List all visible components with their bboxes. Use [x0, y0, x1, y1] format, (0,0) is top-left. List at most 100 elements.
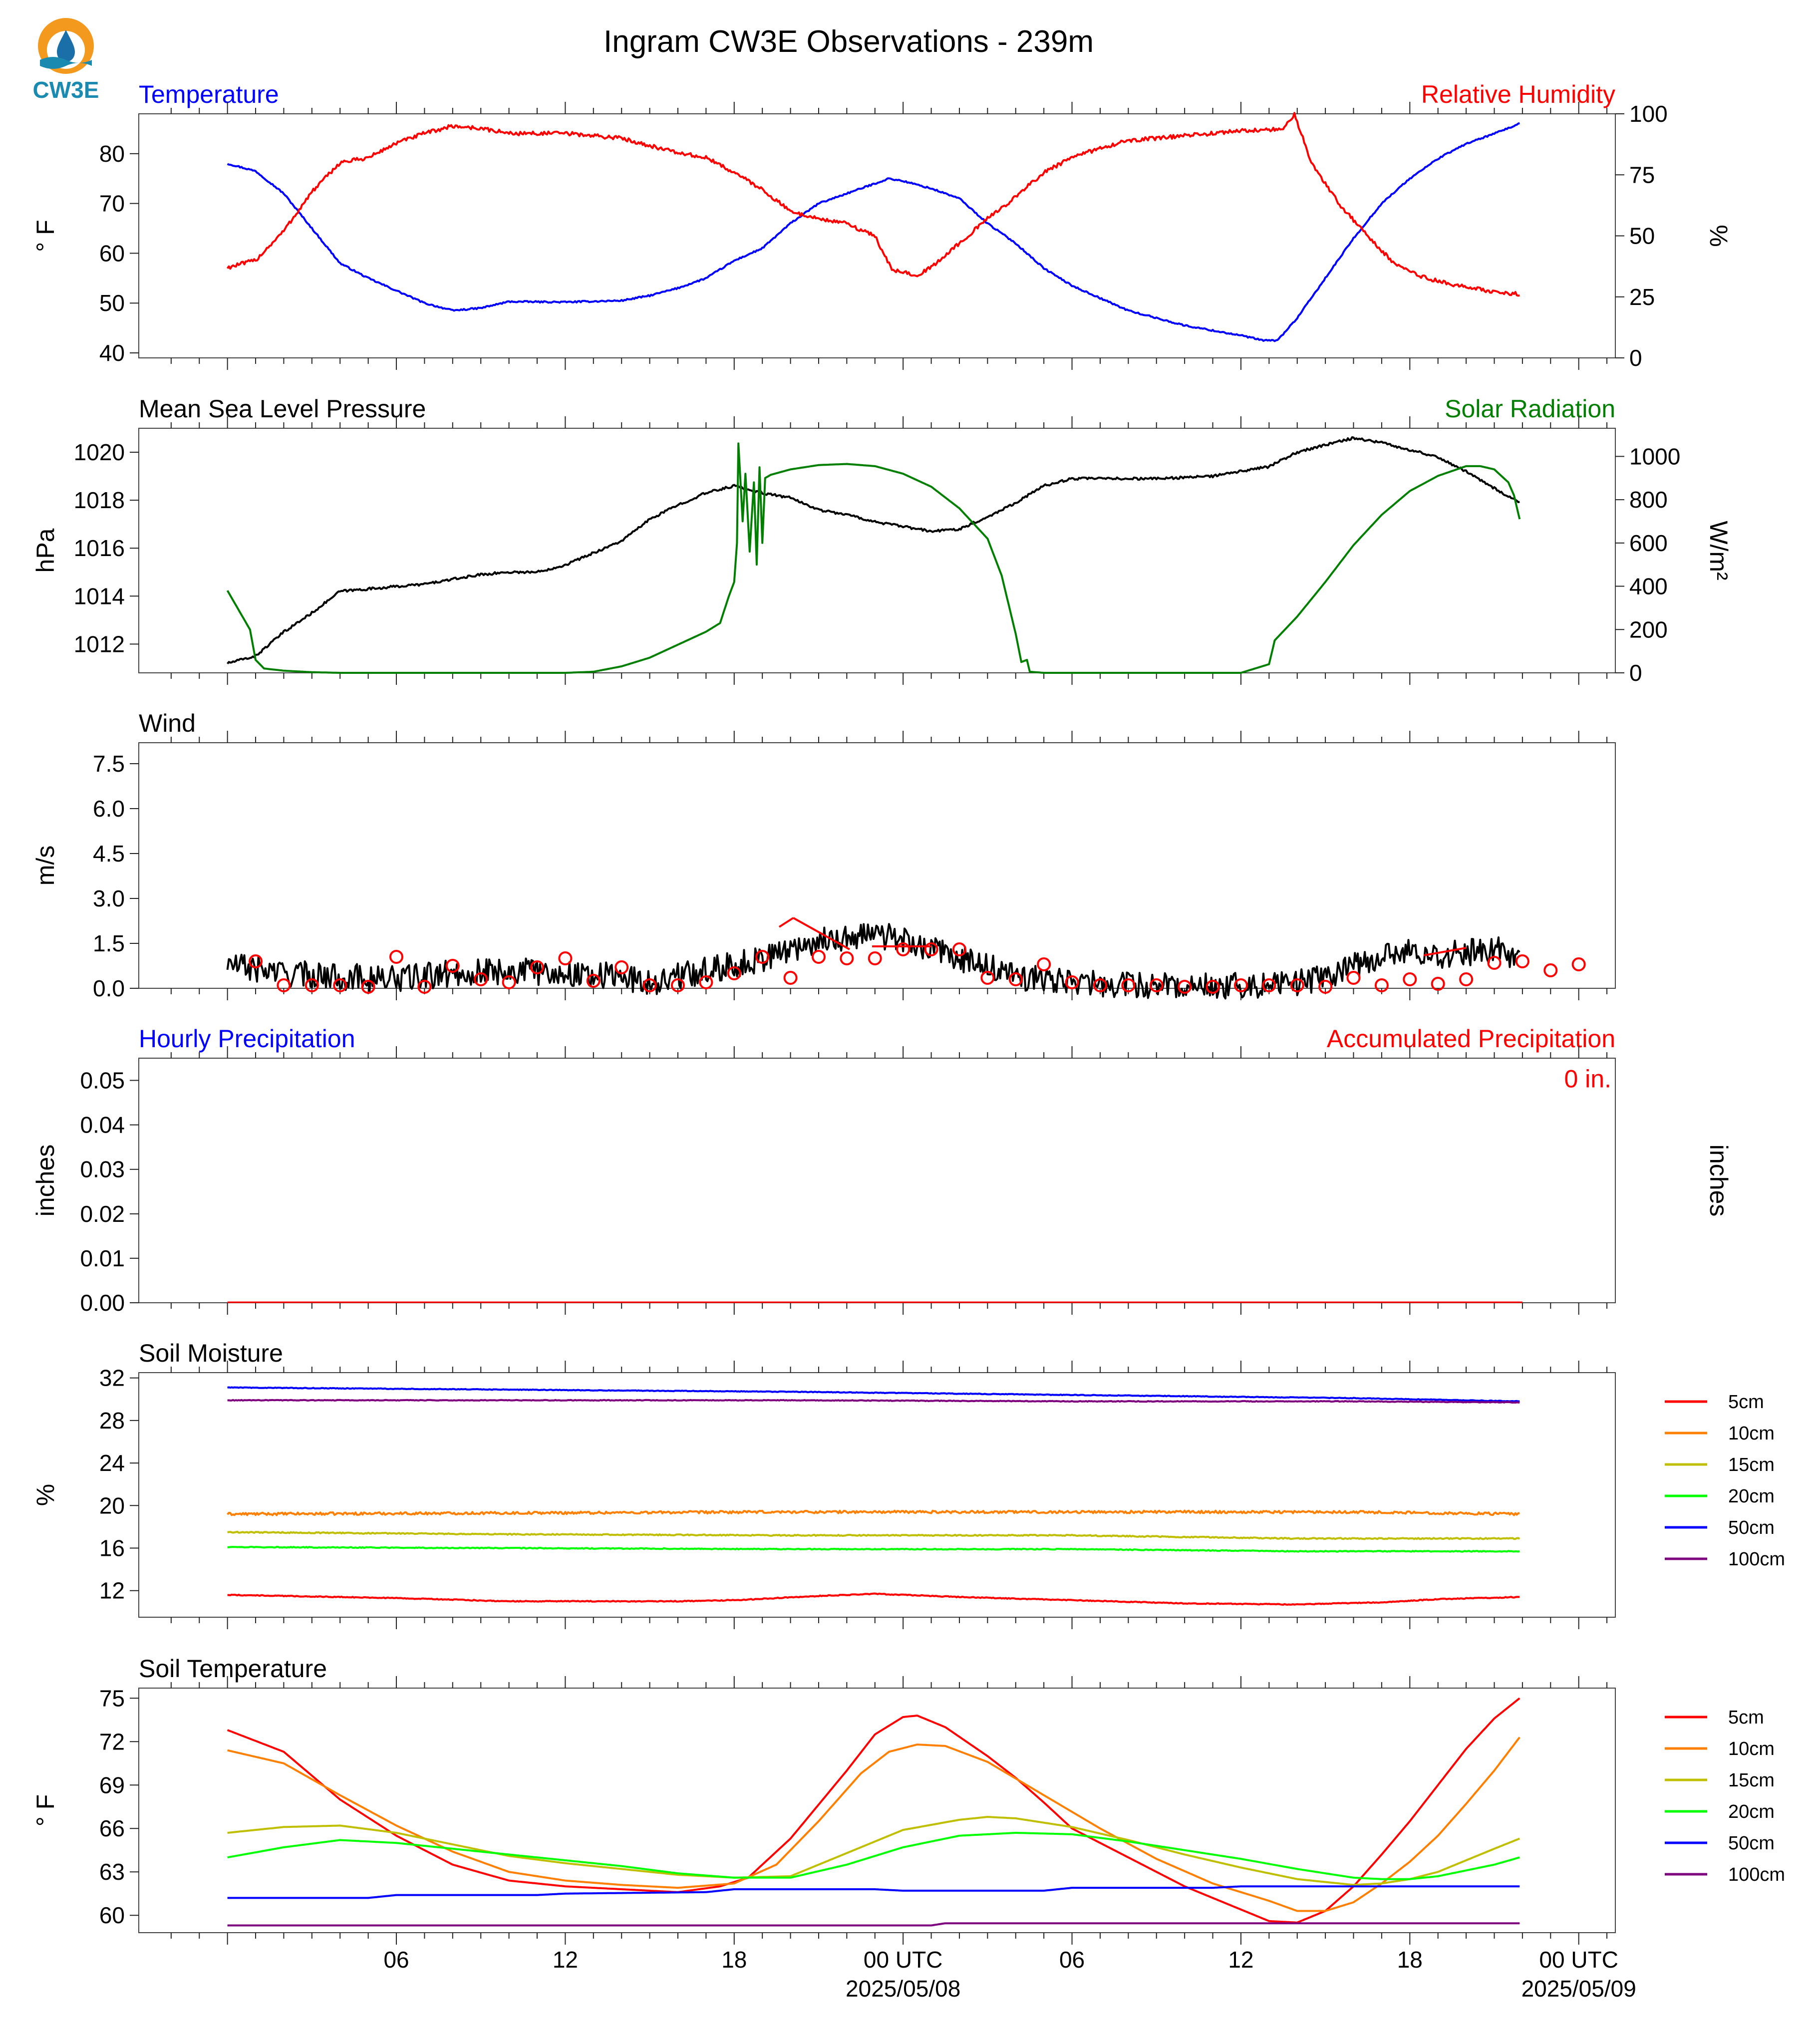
- series-line-10cm: [227, 1509, 1520, 1516]
- wind-barb-shaft: [1424, 947, 1467, 956]
- y-tick-label: 66: [99, 1815, 125, 1841]
- wind-barb-marker: [1093, 978, 1107, 992]
- y-tick-label: 1020: [74, 439, 125, 465]
- panel-frame: [138, 113, 1616, 358]
- panel-title-right: Relative Humidity: [1421, 80, 1615, 108]
- y-tick-label: 69: [99, 1772, 125, 1798]
- series-line-50cm: [227, 1386, 1520, 1403]
- wind-barb-marker: [1431, 977, 1445, 991]
- wind-barb-marker: [952, 942, 966, 956]
- panel-wind: Wind 0.0 1.5 3.0 4.5 6.0 7.5 m/s: [31, 709, 1616, 1001]
- panel-title-left: Soil Temperature: [139, 1655, 327, 1683]
- wind-barb-marker: [614, 960, 629, 974]
- wind-barb-marker: [727, 966, 741, 980]
- wind-barb-marker: [389, 950, 404, 964]
- wind-barb-marker: [1121, 978, 1136, 992]
- panel-frame: [138, 428, 1616, 673]
- y-tick-label: 75: [99, 1685, 125, 1711]
- wind-barb-marker: [1543, 963, 1558, 977]
- wind-barb-marker: [1515, 954, 1529, 968]
- legend-label: 20cm: [1728, 1801, 1775, 1822]
- wind-barb-marker: [1374, 978, 1389, 992]
- panel-title-left: Mean Sea Level Pressure: [139, 395, 426, 423]
- wind-barb-marker: [304, 978, 319, 992]
- wind-barb-marker: [699, 975, 713, 989]
- wind-barb-marker: [445, 959, 460, 973]
- wind-barb-marker: [1346, 971, 1361, 985]
- legend-label: 50cm: [1728, 1833, 1775, 1854]
- logo-droplet-icon: [57, 30, 75, 62]
- y-right-axis-label: inches: [1705, 1145, 1733, 1217]
- series-line-15cm: [227, 1530, 1520, 1540]
- wind-barb-marker: [474, 972, 488, 986]
- y-right-tick-label: 800: [1629, 487, 1668, 513]
- wind-barb-marker: [840, 951, 854, 965]
- x-tick-label: 18: [1397, 1947, 1423, 1973]
- wind-barb-marker: [586, 974, 601, 988]
- y-right-tick-label: 200: [1629, 616, 1668, 642]
- y-tick-label: 7.5: [93, 751, 125, 777]
- y-tick-label: 0.05: [80, 1068, 125, 1094]
- series-line-15cm: [227, 1816, 1520, 1886]
- y-tick-label: 6.0: [93, 796, 125, 822]
- x-tick-label: 12: [553, 1947, 578, 1973]
- y-right-tick-label: 25: [1629, 284, 1655, 310]
- y-right-tick-label: 0: [1629, 660, 1642, 686]
- x-date-label: 2025/05/08: [846, 1976, 960, 2002]
- panel-frame: [138, 1688, 1616, 1933]
- legend-label: 100cm: [1728, 1864, 1785, 1885]
- wind-barb-marker: [924, 942, 938, 956]
- panel-frame: [138, 1372, 1616, 1618]
- wind-barb-marker: [1149, 978, 1164, 992]
- wind-barb-marker: [530, 960, 545, 974]
- wind-barb-marker: [980, 971, 995, 985]
- wind-barb-marker: [811, 950, 826, 964]
- y-tick-label: 0.01: [80, 1245, 125, 1271]
- y-tick-label: 60: [99, 240, 125, 266]
- wind-barb-marker: [1318, 980, 1333, 994]
- wind-barb-marker: [1178, 980, 1192, 994]
- panel-frame: [138, 1058, 1616, 1303]
- legend-label: 10cm: [1728, 1423, 1775, 1444]
- wind-barb-marker: [868, 951, 882, 965]
- panels: Temperature Relative Humidity405060708002…: [31, 80, 1785, 2002]
- wind-barb-flag: [778, 917, 794, 928]
- wind-barb-marker: [642, 978, 657, 992]
- panel-temp_rh: Temperature Relative Humidity 40 50 60 70 80 0 2…: [31, 80, 1733, 371]
- wind-barb-marker: [1459, 972, 1474, 986]
- y-tick-label: 50: [99, 290, 125, 316]
- wind-barb-marker: [502, 975, 516, 989]
- series-line-5cm: [227, 1697, 1520, 1924]
- series-line-wind-speed: [226, 923, 1520, 1000]
- y-axis-label: m/s: [31, 846, 59, 886]
- wind-barb-marker: [277, 978, 291, 992]
- wind-barb-marker: [1290, 978, 1304, 992]
- y-tick-label: 4.5: [93, 841, 125, 867]
- wind-barb-marker: [1008, 972, 1023, 986]
- series-line-50cm: [227, 1885, 1520, 1899]
- wind-barb-shaft: [793, 917, 850, 950]
- panel-soil_temperature: Soil Temperature 60 63 66 69 72 75 ° F 5cm 10cm 15…: [31, 1655, 1785, 1945]
- wind-barb-marker: [558, 951, 573, 965]
- y-tick-label: 1012: [74, 631, 125, 657]
- y-tick-label: 20: [99, 1492, 125, 1518]
- y-tick-label: 12: [99, 1578, 125, 1604]
- panel-precip: Hourly Precipitation Accumulated Precipit…: [31, 1025, 1733, 1316]
- wind-barb-marker: [783, 971, 798, 985]
- y-tick-label: 1.5: [93, 930, 125, 956]
- wind-barb-marker: [1206, 980, 1220, 994]
- y-tick-label: 1014: [74, 583, 125, 609]
- y-tick-label: 24: [99, 1450, 125, 1476]
- series-line-temperature: [227, 122, 1520, 342]
- panel-title-right: Solar Radiation: [1445, 395, 1615, 423]
- wind-barb-marker: [417, 980, 432, 994]
- y-axis-label: ° F: [31, 1794, 59, 1826]
- series-line-relative-humidity: [226, 112, 1520, 297]
- series-line-20cm: [227, 1545, 1520, 1553]
- y-tick-label: 1016: [74, 535, 125, 561]
- legend-label: 5cm: [1728, 1392, 1764, 1413]
- x-tick-label: 12: [1228, 1947, 1253, 1973]
- logo-text: CW3E: [33, 77, 99, 103]
- y-right-tick-label: 100: [1629, 101, 1668, 127]
- y-right-axis-label: %: [1705, 225, 1733, 247]
